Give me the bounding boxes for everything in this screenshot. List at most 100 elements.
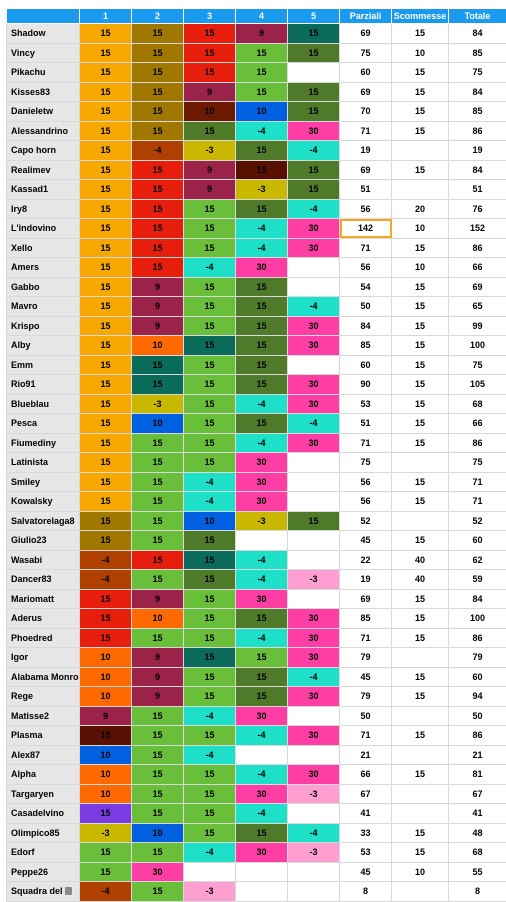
round-score: 15 [184, 667, 236, 687]
partial-score: 19 [340, 570, 392, 590]
round-score: 30 [236, 453, 288, 473]
total-score: 66 [449, 258, 506, 278]
bets-score: 15 [392, 492, 449, 512]
team-name: Danieletw [7, 102, 80, 122]
column-header: 5 [288, 9, 340, 24]
round-score: 15 [236, 82, 288, 102]
round-score [288, 745, 340, 765]
round-score: 10 [236, 102, 288, 122]
round-score: 15 [288, 43, 340, 63]
bets-score [392, 882, 449, 902]
round-score: 15 [288, 102, 340, 122]
round-score: 15 [80, 394, 132, 414]
bets-score [392, 180, 449, 200]
round-score [236, 745, 288, 765]
round-score: 15 [80, 433, 132, 453]
team-name-label: Squadra del [11, 886, 63, 896]
bets-score: 15 [392, 667, 449, 687]
round-score: 15 [80, 375, 132, 395]
team-name-label: Rio91 [11, 379, 36, 389]
bets-score: 15 [392, 531, 449, 551]
round-score: 9 [132, 277, 184, 297]
round-score: 30 [236, 589, 288, 609]
round-score: 9 [132, 667, 184, 687]
round-score: 30 [288, 687, 340, 707]
partial-score: 56 [340, 258, 392, 278]
bets-score: 15 [392, 433, 449, 453]
total-score: 67 [449, 784, 506, 804]
bets-score: 15 [392, 687, 449, 707]
round-score: -3 [184, 141, 236, 161]
team-name: Blueblau [7, 394, 80, 414]
round-score: 15 [132, 82, 184, 102]
partial-score: 69 [340, 24, 392, 44]
round-score: 15 [288, 180, 340, 200]
round-score [288, 492, 340, 512]
round-score: -4 [236, 726, 288, 746]
round-score: 9 [132, 297, 184, 317]
total-score: 68 [449, 843, 506, 863]
round-score: 15 [80, 24, 132, 44]
round-score: 10 [132, 823, 184, 843]
bets-score [392, 141, 449, 161]
round-score [236, 862, 288, 882]
round-score: 15 [132, 706, 184, 726]
round-score: 15 [236, 648, 288, 668]
total-score: 69 [449, 277, 506, 297]
round-score: 15 [236, 355, 288, 375]
round-score: 15 [132, 628, 184, 648]
total-score: 152 [449, 219, 506, 239]
round-score [288, 355, 340, 375]
bets-score: 15 [392, 63, 449, 83]
team-name: Edorf [7, 843, 80, 863]
round-score: 15 [80, 531, 132, 551]
round-score: 15 [132, 843, 184, 863]
round-score: -3 [80, 823, 132, 843]
team-name-label: Olimpico85 [11, 828, 60, 838]
round-score: 15 [184, 804, 236, 824]
team-name: Kisses83 [7, 82, 80, 102]
total-score: 68 [449, 394, 506, 414]
round-score [288, 63, 340, 83]
team-name: Mavro [7, 297, 80, 317]
round-score: -4 [288, 667, 340, 687]
round-score: 30 [288, 375, 340, 395]
partial-score: 33 [340, 823, 392, 843]
total-score: 86 [449, 121, 506, 141]
team-name: Krispo [7, 316, 80, 336]
round-score: 15 [184, 297, 236, 317]
team-name-label: Wasabi [11, 555, 42, 565]
round-score: -4 [236, 570, 288, 590]
team-name-label: Xello [11, 243, 33, 253]
team-name-label: Emm [11, 360, 33, 370]
partial-score: 85 [340, 336, 392, 356]
round-score: 30 [236, 843, 288, 863]
bets-score: 15 [392, 394, 449, 414]
round-score: 15 [80, 219, 132, 239]
round-score: 15 [80, 43, 132, 63]
total-score: 71 [449, 492, 506, 512]
partial-score: 45 [340, 667, 392, 687]
round-score: 15 [288, 24, 340, 44]
column-header: 2 [132, 9, 184, 24]
round-score: 9 [132, 648, 184, 668]
total-score: 59 [449, 570, 506, 590]
team-name: Casadelvino [7, 804, 80, 824]
round-score: -3 [288, 843, 340, 863]
partial-score: 75 [340, 453, 392, 473]
team-name-label: Smiley [11, 477, 40, 487]
team-name-label: Peppe26 [11, 867, 48, 877]
partial-score: 71 [340, 238, 392, 258]
partial-score: 67 [340, 784, 392, 804]
